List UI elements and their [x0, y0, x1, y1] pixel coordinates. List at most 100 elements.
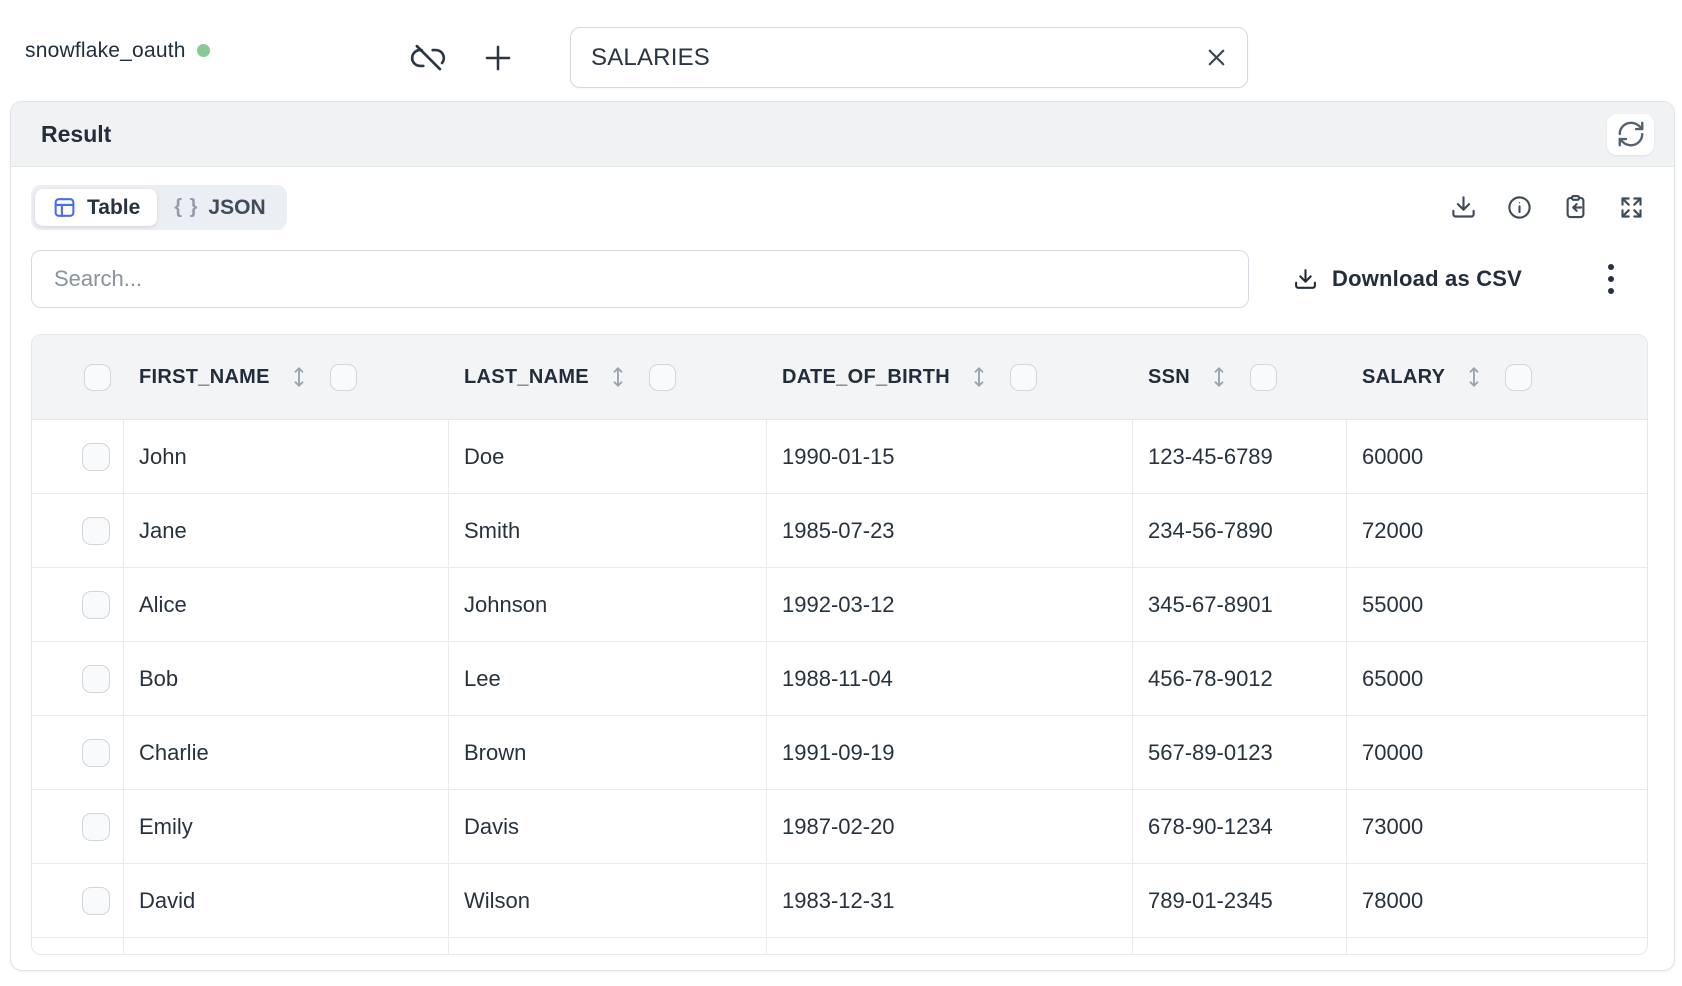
cell-last_name: [449, 938, 767, 954]
column-select-checkbox[interactable]: [1009, 363, 1037, 391]
cell-date_of_birth: [767, 938, 1133, 954]
row-checkbox[interactable]: [82, 664, 110, 693]
table-toolbar: Download as CSV: [31, 250, 1648, 308]
cell-last_name: Davis: [449, 790, 767, 863]
connection-indicator[interactable]: snowflake_oauth: [25, 0, 210, 101]
sort-icon[interactable]: [1467, 365, 1481, 389]
column-select-checkbox[interactable]: [1505, 363, 1533, 391]
result-panel: Result Table: [10, 101, 1675, 971]
view-tab-group: Table { } JSON: [31, 185, 287, 230]
cell-first_name: Charlie: [124, 716, 449, 789]
cell-ssn: 678-90-1234: [1133, 790, 1347, 863]
sort-icon[interactable]: [611, 365, 625, 389]
row-checkbox[interactable]: [82, 442, 110, 471]
sort-icon[interactable]: [1212, 365, 1226, 389]
column-label: DATE_OF_BIRTH: [782, 365, 950, 388]
cell-last_name: Johnson: [449, 568, 767, 641]
table-row[interactable]: Charlie Brown 1991-09-19 567-89-0123 70000: [32, 716, 1647, 790]
view-toolbar: Table { } JSON: [31, 185, 1648, 230]
download-csv-button[interactable]: Download as CSV: [1293, 266, 1522, 292]
refresh-icon: [1618, 121, 1643, 147]
refresh-button[interactable]: [1607, 113, 1654, 155]
link-off-icon: [410, 44, 446, 71]
cell-salary: 60000: [1362, 443, 1424, 469]
row-checkbox-cell: [32, 568, 124, 641]
row-checkbox[interactable]: [82, 886, 110, 915]
add-query-button[interactable]: [474, 36, 522, 80]
table-body: John Doe 1990-01-15 123-45-6789 60000 Jane Smi…: [32, 420, 1647, 954]
table-row[interactable]: John Doe 1990-01-15 123-45-6789 60000: [32, 420, 1647, 494]
column-label: SALARY: [1362, 365, 1446, 388]
column-header-date_of_birth[interactable]: DATE_OF_BIRTH: [767, 335, 1133, 419]
sort-icon[interactable]: [972, 365, 986, 389]
table-row-partial[interactable]: [32, 938, 1647, 954]
table-name-field: [570, 27, 1248, 88]
cell-date_of_birth: 1988-11-04: [767, 642, 1133, 715]
select-all-checkbox[interactable]: [84, 363, 111, 391]
column-select-checkbox[interactable]: [329, 363, 357, 391]
panel-title: Result: [41, 120, 112, 147]
cell-ssn: 234-56-7890: [1133, 494, 1347, 567]
row-checkbox-cell: [32, 494, 124, 567]
table-name-input[interactable]: [571, 28, 1193, 87]
cell-ssn: 789-01-2345: [1133, 864, 1347, 937]
column-label: LAST_NAME: [464, 365, 589, 388]
column-header-first_name[interactable]: FIRST_NAME: [124, 335, 449, 419]
table-header-row: FIRST_NAME LAST_NAME DATE_OF_BIRTH SSN S…: [32, 335, 1647, 420]
tab-json-label: JSON: [208, 195, 266, 219]
table-row[interactable]: Bob Lee 1988-11-04 456-78-9012 65000: [32, 642, 1647, 716]
search-input[interactable]: [31, 250, 1249, 308]
table-row[interactable]: Jane Smith 1985-07-23 234-56-7890 72000: [32, 494, 1647, 568]
expand-button[interactable]: [1614, 191, 1648, 225]
copy-to-clipboard-button[interactable]: [1558, 191, 1592, 225]
column-header-last_name[interactable]: LAST_NAME: [449, 335, 767, 419]
row-checkbox-cell: [32, 420, 124, 493]
row-checkbox-cell: [32, 864, 124, 937]
cell-first_name: Alice: [124, 568, 449, 641]
cell-date_of_birth: 1983-12-31: [767, 864, 1133, 937]
column-select-checkbox[interactable]: [1250, 363, 1278, 391]
row-checkbox[interactable]: [82, 812, 110, 841]
table-row[interactable]: Alice Johnson 1992-03-12 345-67-8901 55000: [32, 568, 1647, 642]
cell-first_name: Bob: [124, 642, 449, 715]
info-button[interactable]: [1502, 191, 1536, 225]
row-checkbox-cell: [32, 790, 124, 863]
cell-first_name: Emily: [124, 790, 449, 863]
cell-first_name: Jane: [124, 494, 449, 567]
kebab-menu-icon: [1608, 264, 1614, 294]
cell-salary: 65000: [1362, 665, 1424, 691]
cell-last_name: Doe: [449, 420, 767, 493]
result-table: FIRST_NAME LAST_NAME DATE_OF_BIRTH SSN S…: [31, 334, 1648, 955]
cell-salary: 72000: [1362, 517, 1424, 543]
cell-last_name: Brown: [449, 716, 767, 789]
cell-date_of_birth: 1992-03-12: [767, 568, 1133, 641]
braces-icon: { }: [174, 196, 199, 218]
cell-ssn: 456-78-9012: [1133, 642, 1347, 715]
cell-salary: 70000: [1362, 739, 1424, 765]
download-button[interactable]: [1446, 191, 1480, 225]
clear-query-button[interactable]: [1193, 35, 1239, 81]
row-checkbox-cell: [32, 716, 124, 789]
column-header-salary[interactable]: SALARY: [1347, 335, 1647, 419]
info-icon: [1507, 196, 1531, 219]
table-row[interactable]: Emily Davis 1987-02-20 678-90-1234 73000: [32, 790, 1647, 864]
cell-date_of_birth: 1987-02-20: [767, 790, 1133, 863]
more-options-button[interactable]: [1596, 258, 1626, 300]
row-checkbox[interactable]: [82, 516, 110, 545]
column-header-ssn[interactable]: SSN: [1133, 335, 1347, 419]
sort-icon[interactable]: [292, 365, 306, 389]
disconnect-button[interactable]: [404, 36, 452, 80]
result-actions: [1446, 191, 1648, 225]
table-row[interactable]: David Wilson 1983-12-31 789-01-2345 78000: [32, 864, 1647, 938]
column-label: FIRST_NAME: [139, 365, 270, 388]
cell-ssn: [1133, 938, 1347, 954]
download-icon: [1295, 268, 1316, 289]
connection-name: snowflake_oauth: [25, 38, 186, 62]
column-select-checkbox[interactable]: [648, 363, 676, 391]
tab-json[interactable]: { } JSON: [157, 189, 282, 226]
row-checkbox[interactable]: [82, 738, 110, 767]
row-checkbox[interactable]: [82, 590, 110, 619]
tab-table[interactable]: Table: [35, 189, 158, 226]
column-label: SSN: [1148, 365, 1191, 388]
table-icon: [54, 198, 75, 217]
